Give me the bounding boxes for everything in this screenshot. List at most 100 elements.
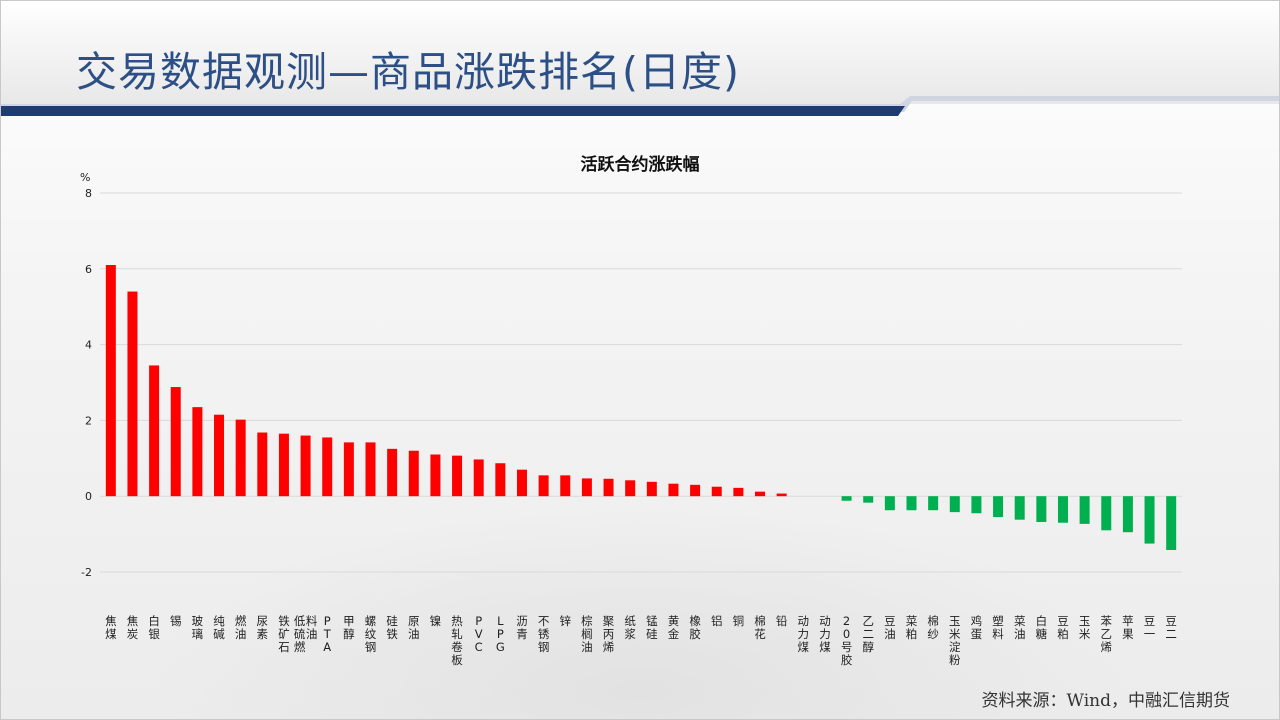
x-tick-label: 苯乙烯 bbox=[1101, 614, 1113, 654]
bar-38 bbox=[906, 496, 917, 511]
y-tick-label: 2 bbox=[85, 414, 92, 427]
x-tick-label: 沥青 bbox=[516, 614, 528, 641]
bar-46 bbox=[1079, 496, 1090, 524]
x-tick-label: 动力煤 bbox=[819, 614, 831, 654]
bar-27 bbox=[668, 483, 679, 497]
bar-12 bbox=[343, 442, 354, 497]
bar-19 bbox=[495, 463, 506, 497]
bar-28 bbox=[690, 484, 701, 497]
x-tick-label: 焦炭 bbox=[127, 614, 139, 641]
x-tick-label: 甲醇 bbox=[343, 614, 355, 641]
bar-14 bbox=[387, 448, 398, 497]
bar-30 bbox=[733, 487, 744, 497]
bar-7 bbox=[235, 419, 246, 497]
x-tick-label: 豆粕 bbox=[1057, 614, 1069, 641]
x-tick-label: 苹果 bbox=[1122, 614, 1134, 641]
x-tick-label: 棉花 bbox=[754, 614, 766, 641]
y-axis-unit: % bbox=[80, 171, 90, 184]
bar-17 bbox=[452, 455, 463, 497]
x-tick-label: 动力煤 bbox=[798, 614, 810, 654]
bar-36 bbox=[863, 496, 874, 503]
bar-13 bbox=[365, 442, 376, 497]
chart-title: 活跃合约涨跌幅 bbox=[581, 154, 700, 175]
x-tick-label: 2 0 号胶 bbox=[841, 614, 853, 667]
y-tick-label: 4 bbox=[85, 339, 92, 352]
x-tick-label: 豆油 bbox=[884, 614, 896, 641]
x-tick-label: 锌 bbox=[560, 614, 572, 628]
y-tick-label: -2 bbox=[81, 566, 92, 579]
bar-26 bbox=[646, 481, 657, 497]
y-tick-label: 0 bbox=[85, 490, 92, 503]
bar-18 bbox=[473, 459, 484, 497]
bar-29 bbox=[711, 486, 722, 497]
bar-35 bbox=[841, 496, 852, 501]
bar-1 bbox=[105, 265, 116, 497]
x-tick-label: 玉米淀粉 bbox=[949, 614, 961, 667]
x-tick-label: 乙二醇 bbox=[862, 614, 874, 654]
bar-24 bbox=[603, 478, 614, 497]
x-tick-label: 塑料 bbox=[992, 614, 1004, 641]
bar-2 bbox=[127, 291, 138, 497]
x-tick-label: 玻璃 bbox=[192, 614, 204, 641]
bar-45 bbox=[1057, 496, 1068, 523]
x-tick-label: 铅 bbox=[776, 614, 788, 628]
x-tick-label: 铝 bbox=[711, 614, 723, 628]
bar-41 bbox=[971, 496, 982, 514]
x-tick-label: 焦煤 bbox=[105, 614, 117, 641]
header-rule bbox=[0, 106, 905, 116]
source-note: 资料来源：Wind，中融汇信期货 bbox=[981, 691, 1230, 711]
x-tick-label: 铁矿石 bbox=[278, 614, 290, 654]
bar-42 bbox=[993, 496, 1004, 518]
bar-32 bbox=[776, 493, 787, 497]
bar-15 bbox=[408, 450, 419, 497]
bar-23 bbox=[581, 478, 592, 497]
x-tick-label: 豆二 bbox=[1165, 614, 1177, 641]
x-tick-label: 原油 bbox=[408, 614, 420, 641]
bar-8 bbox=[257, 432, 268, 497]
bar-37 bbox=[884, 496, 895, 511]
y-tick-label: 6 bbox=[85, 263, 92, 276]
bar-3 bbox=[149, 365, 160, 497]
bar-6 bbox=[214, 414, 225, 497]
x-tick-label: 不锈钢 bbox=[538, 614, 550, 654]
x-tick-label: 白银 bbox=[148, 614, 160, 641]
x-tick-label: 鸡蛋 bbox=[971, 614, 983, 641]
bar-39 bbox=[928, 496, 939, 511]
bar-9 bbox=[278, 433, 289, 497]
bar-31 bbox=[755, 491, 766, 497]
bar-16 bbox=[430, 454, 441, 497]
x-tick-label: 白糖 bbox=[1036, 614, 1048, 641]
bar-43 bbox=[1014, 496, 1025, 520]
bar-5 bbox=[192, 407, 203, 497]
bar-50 bbox=[1166, 496, 1177, 551]
y-tick-label: 8 bbox=[85, 187, 92, 200]
bar-20 bbox=[516, 469, 527, 497]
x-tick-label: 热轧卷板 bbox=[451, 614, 463, 667]
x-tick-label: 纸浆 bbox=[624, 614, 636, 641]
x-tick-label: 菜粕 bbox=[906, 614, 918, 641]
bar-44 bbox=[1036, 496, 1047, 522]
x-tick-label: 低硫燃料油 bbox=[294, 614, 318, 654]
page-title: 交易数据观测—商品涨跌排名(日度) bbox=[76, 48, 740, 96]
bar-47 bbox=[1101, 496, 1112, 531]
x-tick-label: 硅铁 bbox=[386, 614, 398, 641]
x-tick-label: 锡 bbox=[170, 614, 182, 628]
bar-25 bbox=[625, 480, 636, 497]
bar-4 bbox=[170, 387, 181, 497]
x-tick-label: 螺纹钢 bbox=[365, 614, 377, 654]
bar-10 bbox=[300, 435, 311, 497]
x-tick-label: 锰硅 bbox=[646, 614, 658, 641]
x-tick-label: 棕榈油 bbox=[581, 614, 593, 654]
x-tick-label: 豆一 bbox=[1144, 614, 1156, 641]
x-tick-label: 聚丙烯 bbox=[603, 614, 615, 654]
bar-11 bbox=[322, 437, 333, 497]
x-tick-label: 铜 bbox=[733, 614, 745, 628]
header-banner bbox=[0, 0, 1280, 116]
x-tick-label: 橡胶 bbox=[689, 614, 701, 641]
bar-48 bbox=[1122, 496, 1133, 533]
